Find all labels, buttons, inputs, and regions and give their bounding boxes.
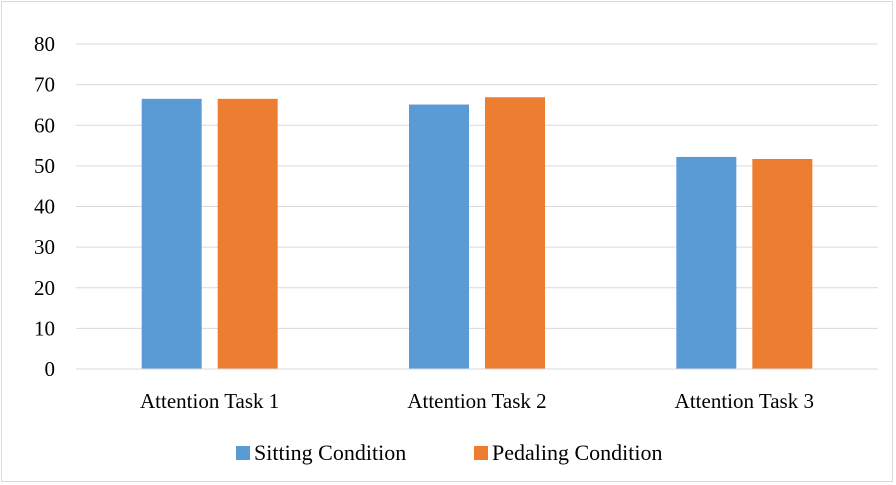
bar-pedaling-task-3 <box>752 158 813 369</box>
y-tick-label: 0 <box>45 357 56 381</box>
y-tick-label: 10 <box>34 316 55 340</box>
legend-label-pedaling: Pedaling Condition <box>492 440 663 465</box>
legend-label-sitting: Sitting Condition <box>254 440 406 465</box>
y-tick-label: 80 <box>34 32 55 56</box>
bar-sitting-task-3 <box>676 156 737 369</box>
x-tick-label: Attention Task 2 <box>407 389 546 413</box>
y-axis-ticks: 0 10 20 30 40 50 60 70 80 <box>34 32 55 381</box>
y-tick-label: 70 <box>34 73 55 97</box>
bar-pedaling-task-2 <box>485 97 545 369</box>
legend-swatch-sitting <box>236 446 250 460</box>
legend: Sitting Condition Pedaling Condition <box>236 440 663 465</box>
x-axis-ticks: Attention Task 1 Attention Task 2 Attentio… <box>140 389 814 413</box>
bar-sitting-task-2 <box>409 104 469 369</box>
bars <box>141 97 813 369</box>
y-tick-label: 50 <box>34 154 55 178</box>
bar-pedaling-task-1 <box>217 98 278 369</box>
y-tick-label: 40 <box>34 195 55 219</box>
legend-swatch-pedaling <box>474 446 488 460</box>
y-tick-label: 60 <box>34 113 55 137</box>
gridlines <box>76 43 878 329</box>
y-tick-label: 30 <box>34 235 55 259</box>
x-tick-label: Attention Task 3 <box>675 389 814 413</box>
x-tick-label: Attention Task 1 <box>140 389 279 413</box>
bar-sitting-task-1 <box>141 98 202 369</box>
y-tick-label: 20 <box>34 276 55 300</box>
